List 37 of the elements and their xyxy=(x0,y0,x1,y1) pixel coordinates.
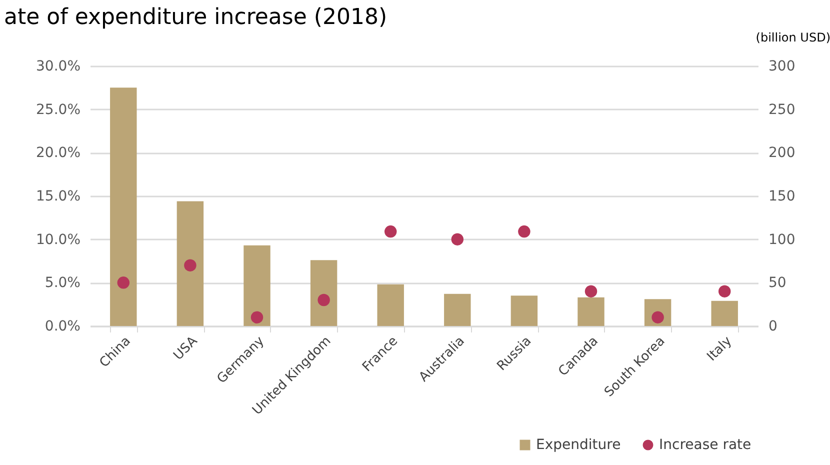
y2-tick-label: 50 xyxy=(768,275,786,292)
point xyxy=(518,225,530,238)
bar xyxy=(310,260,338,326)
point xyxy=(318,294,330,306)
y-tick-label: 5.0% xyxy=(44,275,80,292)
y-tick-label: 15.0% xyxy=(36,188,80,204)
y-tick-label: 0.0% xyxy=(44,318,80,334)
y-tick-label: 30.0% xyxy=(36,58,80,74)
y2-tick-label: 150 xyxy=(768,188,796,204)
bar xyxy=(578,297,604,326)
y2-tick-label: 100 xyxy=(768,232,796,248)
bar xyxy=(444,294,471,326)
point xyxy=(584,285,598,298)
y2-tick-label: 300 xyxy=(768,58,796,74)
y2-tick-label: 250 xyxy=(768,102,796,118)
point xyxy=(718,285,731,298)
point xyxy=(250,311,264,324)
y2-tick-label: 200 xyxy=(768,145,796,162)
point xyxy=(384,225,397,238)
point xyxy=(117,276,130,289)
point xyxy=(451,233,464,246)
bar xyxy=(377,284,404,326)
bar xyxy=(176,201,204,326)
y2-tick-label: 0 xyxy=(768,318,778,334)
chart-title: ate of expenditure increase (2018) xyxy=(4,5,388,30)
bar xyxy=(110,88,137,326)
bar xyxy=(711,300,738,326)
y-tick-label: 25.0% xyxy=(36,102,80,118)
y-tick-label: 20.0% xyxy=(36,145,80,162)
bar xyxy=(510,296,538,326)
y-tick-label: 10.0% xyxy=(36,232,80,248)
bar xyxy=(244,245,270,326)
legend-label: Expenditure xyxy=(536,437,621,453)
y2-axis-title: (billion USD) xyxy=(756,30,830,44)
x-tick-label: USA xyxy=(170,334,201,364)
point xyxy=(184,259,196,272)
legend-label: Increase rate xyxy=(659,437,752,453)
